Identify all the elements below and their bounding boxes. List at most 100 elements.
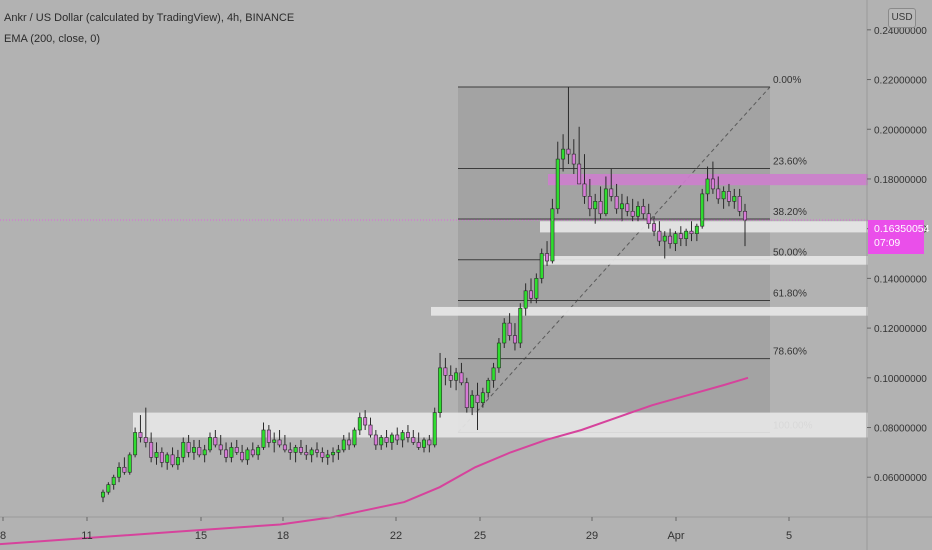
candle-body xyxy=(694,225,699,234)
candle-body xyxy=(518,307,523,344)
candle xyxy=(464,377,469,413)
candle xyxy=(250,442,255,458)
candle-body xyxy=(240,452,245,461)
candle xyxy=(266,425,271,448)
candle xyxy=(571,139,576,174)
candle xyxy=(534,273,539,304)
candle-body xyxy=(138,432,143,438)
candle-body xyxy=(689,230,694,234)
y-tick-label: 0.22000000 xyxy=(874,76,927,87)
candle xyxy=(384,430,389,448)
candle-body xyxy=(502,322,507,344)
candle-body xyxy=(507,322,512,336)
candle-body xyxy=(555,158,560,210)
candle-body xyxy=(149,442,154,458)
candle-body xyxy=(352,429,357,446)
candle-body xyxy=(491,367,496,381)
candle xyxy=(657,221,662,247)
x-tick-label: 15 xyxy=(195,530,207,542)
candle-body xyxy=(373,434,378,446)
candle xyxy=(400,430,405,448)
candle-body xyxy=(218,444,223,451)
y-tick-label: 0.20000000 xyxy=(874,125,927,136)
candle xyxy=(277,430,282,448)
candle xyxy=(234,439,239,455)
candle xyxy=(352,427,357,448)
candle-body xyxy=(336,449,341,453)
candle xyxy=(293,444,298,463)
candle xyxy=(523,283,528,316)
candle-body xyxy=(175,457,180,466)
candle xyxy=(149,432,154,463)
candle xyxy=(127,452,132,475)
candle xyxy=(550,198,555,264)
candle xyxy=(272,432,277,453)
candle-body xyxy=(154,452,159,458)
candle-body xyxy=(732,196,737,202)
x-tick-label: 22 xyxy=(390,530,402,542)
candle-body xyxy=(422,439,426,448)
candle-body xyxy=(636,206,640,217)
candle-body xyxy=(315,449,319,453)
x-tick-label: 8 xyxy=(0,530,6,542)
candle-body xyxy=(534,278,539,299)
indicator-legend[interactable]: EMA (200, close, 0) xyxy=(4,33,100,45)
candle-body xyxy=(229,447,234,458)
candle-body xyxy=(427,439,432,446)
candle xyxy=(427,434,432,453)
candle xyxy=(668,228,673,249)
candle-body xyxy=(186,442,191,453)
candle xyxy=(181,437,186,463)
candle xyxy=(502,318,507,348)
candle-body xyxy=(250,449,255,456)
candle-body xyxy=(170,454,175,466)
candle-body xyxy=(619,203,624,210)
candle xyxy=(587,178,592,217)
currency-button[interactable]: USD xyxy=(888,8,916,28)
candle xyxy=(395,427,400,445)
candle-body xyxy=(288,449,293,453)
candle-body xyxy=(577,163,582,185)
y-tick-label: 0.06000000 xyxy=(874,473,927,484)
fibonacci-retracement[interactable]: 0.00%23.60%38.20%50.00%61.80%78.60%100.0… xyxy=(457,75,813,433)
candle xyxy=(684,228,689,247)
candle-body xyxy=(646,213,651,225)
candle-body xyxy=(593,201,598,210)
candle xyxy=(282,434,287,453)
candle-body xyxy=(363,417,368,426)
candle-body xyxy=(657,230,662,242)
x-tick-label: 5 xyxy=(786,530,792,542)
candle xyxy=(710,161,715,194)
candle xyxy=(432,407,437,448)
candle xyxy=(593,193,598,224)
candle xyxy=(373,430,378,450)
candle xyxy=(721,186,726,209)
candle-body xyxy=(480,392,485,403)
candlestick-series xyxy=(0,86,868,503)
candle xyxy=(315,442,319,458)
candle xyxy=(561,134,566,172)
candle xyxy=(101,489,105,503)
candle-body xyxy=(705,178,710,195)
candle-body xyxy=(512,335,517,344)
candle xyxy=(603,176,608,217)
candle xyxy=(443,357,448,386)
support-zone xyxy=(133,412,868,438)
candle xyxy=(159,447,164,468)
candle-body xyxy=(331,452,336,456)
ema-line xyxy=(0,376,749,546)
candle-body xyxy=(614,196,619,210)
candle xyxy=(363,410,368,431)
candle-body xyxy=(347,439,352,446)
candle-body xyxy=(668,235,673,244)
candle-body xyxy=(122,466,127,473)
fib-level-label: 61.80% xyxy=(773,289,807,300)
y-tick-label: 0.18000000 xyxy=(874,175,927,186)
candle-body xyxy=(496,342,501,369)
candle-body xyxy=(304,452,309,456)
candle-body xyxy=(743,210,747,221)
candle-body xyxy=(101,491,105,498)
candle xyxy=(496,338,501,373)
fib-level-label: 50.00% xyxy=(773,248,807,259)
